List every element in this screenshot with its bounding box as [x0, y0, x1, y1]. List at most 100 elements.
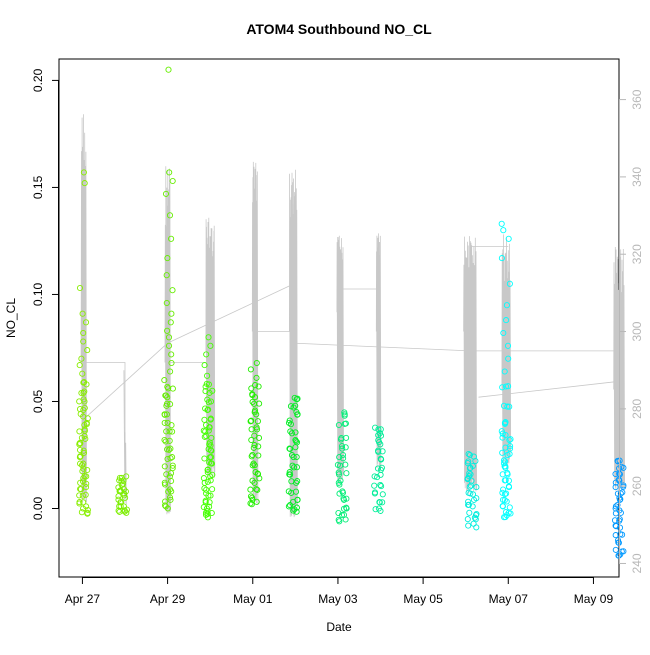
data-point	[614, 537, 622, 544]
data-point	[201, 416, 208, 423]
data-point	[506, 280, 513, 287]
data-point	[81, 388, 88, 395]
data-point	[336, 490, 343, 497]
data-point	[251, 407, 259, 414]
y-tick-label: 0.05	[31, 389, 45, 413]
data-point	[498, 428, 505, 435]
data-point	[371, 482, 378, 489]
data-point	[248, 417, 255, 424]
data-point	[166, 437, 173, 444]
data-point	[286, 502, 294, 509]
data-point	[207, 416, 214, 423]
data-point	[248, 385, 255, 392]
data-point	[168, 351, 175, 358]
data-point	[163, 400, 171, 407]
data-point	[79, 310, 86, 317]
data-point	[343, 495, 350, 502]
data-point	[203, 486, 210, 493]
data-point	[164, 394, 171, 401]
data-point	[473, 484, 480, 491]
data-point	[83, 480, 90, 487]
data-point	[339, 445, 346, 452]
data-point	[116, 477, 123, 484]
data-point	[167, 319, 174, 326]
data-point	[376, 430, 383, 437]
data-point	[81, 180, 88, 187]
data-point	[288, 478, 295, 485]
data-point	[286, 469, 293, 476]
data-point	[503, 317, 510, 324]
data-point	[342, 516, 349, 523]
data-point	[506, 504, 513, 511]
data-point	[294, 395, 301, 402]
data-point	[372, 424, 379, 431]
data-point	[294, 478, 301, 485]
data-point	[473, 495, 480, 502]
data-point	[253, 359, 260, 367]
data-point	[166, 446, 173, 453]
data-point	[161, 463, 168, 470]
data-point	[464, 516, 471, 523]
data-point	[334, 461, 341, 468]
data-point	[202, 405, 209, 412]
data-point	[207, 492, 214, 499]
data-point	[207, 342, 214, 349]
data-point	[167, 455, 174, 462]
data-point	[500, 457, 508, 464]
data-point	[84, 510, 91, 517]
data-point	[122, 494, 129, 501]
secondary-trace-connector	[167, 284, 292, 344]
data-point	[614, 490, 621, 497]
secondary-trace-connector	[82, 362, 126, 448]
data-point	[506, 403, 513, 410]
data-point	[287, 421, 294, 428]
data-point	[82, 435, 89, 442]
chart-title: ATOM4 Southbound NO_CL	[246, 21, 432, 37]
data-point	[254, 486, 261, 493]
y2-tick-label: 360	[630, 89, 644, 109]
x-tick-label: May 07	[489, 592, 529, 606]
data-point	[618, 463, 625, 470]
y2-tick-label: 280	[630, 399, 644, 419]
data-point	[249, 398, 256, 405]
data-point	[379, 491, 386, 498]
data-point	[288, 430, 295, 437]
data-point	[499, 384, 506, 391]
data-point	[612, 470, 619, 478]
data-point	[248, 501, 255, 508]
data-point	[498, 255, 505, 262]
data-point	[161, 377, 168, 384]
y-tick-label: 0.15	[31, 175, 45, 199]
data-point	[465, 450, 472, 458]
data-point	[253, 411, 260, 418]
data-point	[80, 169, 87, 176]
data-point	[163, 411, 170, 418]
data-point	[464, 460, 471, 467]
data-point	[169, 428, 176, 435]
y-tick-label: 0.20	[31, 68, 45, 92]
data-point	[336, 481, 343, 488]
y-tick-label: 0.00	[31, 497, 45, 521]
data-point	[165, 342, 173, 349]
data-point	[206, 499, 213, 506]
data-point	[81, 421, 88, 429]
data-point	[79, 370, 86, 377]
data-point	[251, 400, 258, 407]
data-point	[374, 465, 382, 472]
data-point	[340, 495, 347, 502]
secondary-trace-segment	[289, 169, 298, 518]
data-point	[470, 520, 477, 527]
data-point	[338, 443, 346, 450]
data-point	[204, 478, 211, 485]
data-point	[247, 366, 254, 373]
data-point	[378, 483, 385, 490]
data-point	[84, 506, 91, 514]
data-point	[209, 471, 216, 478]
data-point	[205, 399, 212, 406]
data-point	[252, 382, 259, 389]
data-point	[81, 433, 88, 440]
data-point	[248, 436, 255, 444]
data-point	[247, 418, 254, 425]
data-point	[168, 359, 175, 367]
data-point	[253, 426, 261, 433]
